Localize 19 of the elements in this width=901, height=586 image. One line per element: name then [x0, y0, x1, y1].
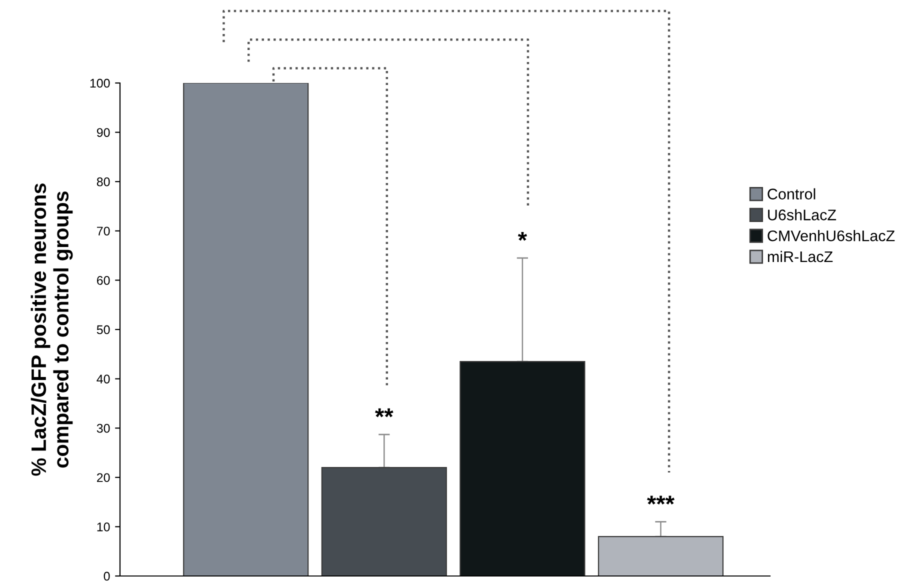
y-tick-label: 80 [96, 177, 110, 186]
y-tick-label: 0 [104, 572, 110, 581]
y-tick-label: 90 [96, 128, 110, 137]
y-tick-label: 30 [96, 424, 110, 433]
y-tick-label: 10 [97, 522, 110, 532]
y-tick-label: 70 [97, 226, 110, 236]
annotation: * [518, 232, 528, 241]
legend-label: Control [768, 188, 816, 200]
y-tick-label: 40 [96, 374, 110, 384]
annotation: ** [375, 408, 394, 418]
y-tick-label: 60 [97, 276, 110, 285]
y-axis-title: % LacZ/GFP positive neurons compared to control groups [30, 184, 73, 476]
y-tick-label: 50 [96, 325, 110, 334]
annotation: *** [647, 496, 674, 504]
legend-label: U6shLacZ [768, 209, 836, 220]
legend-label: miR-LacZ [768, 250, 833, 262]
legend-label: CMVenhU6shLacZ [768, 230, 895, 242]
y-tick-label: 20 [97, 473, 110, 482]
y-tick-label: 100 [90, 78, 110, 88]
